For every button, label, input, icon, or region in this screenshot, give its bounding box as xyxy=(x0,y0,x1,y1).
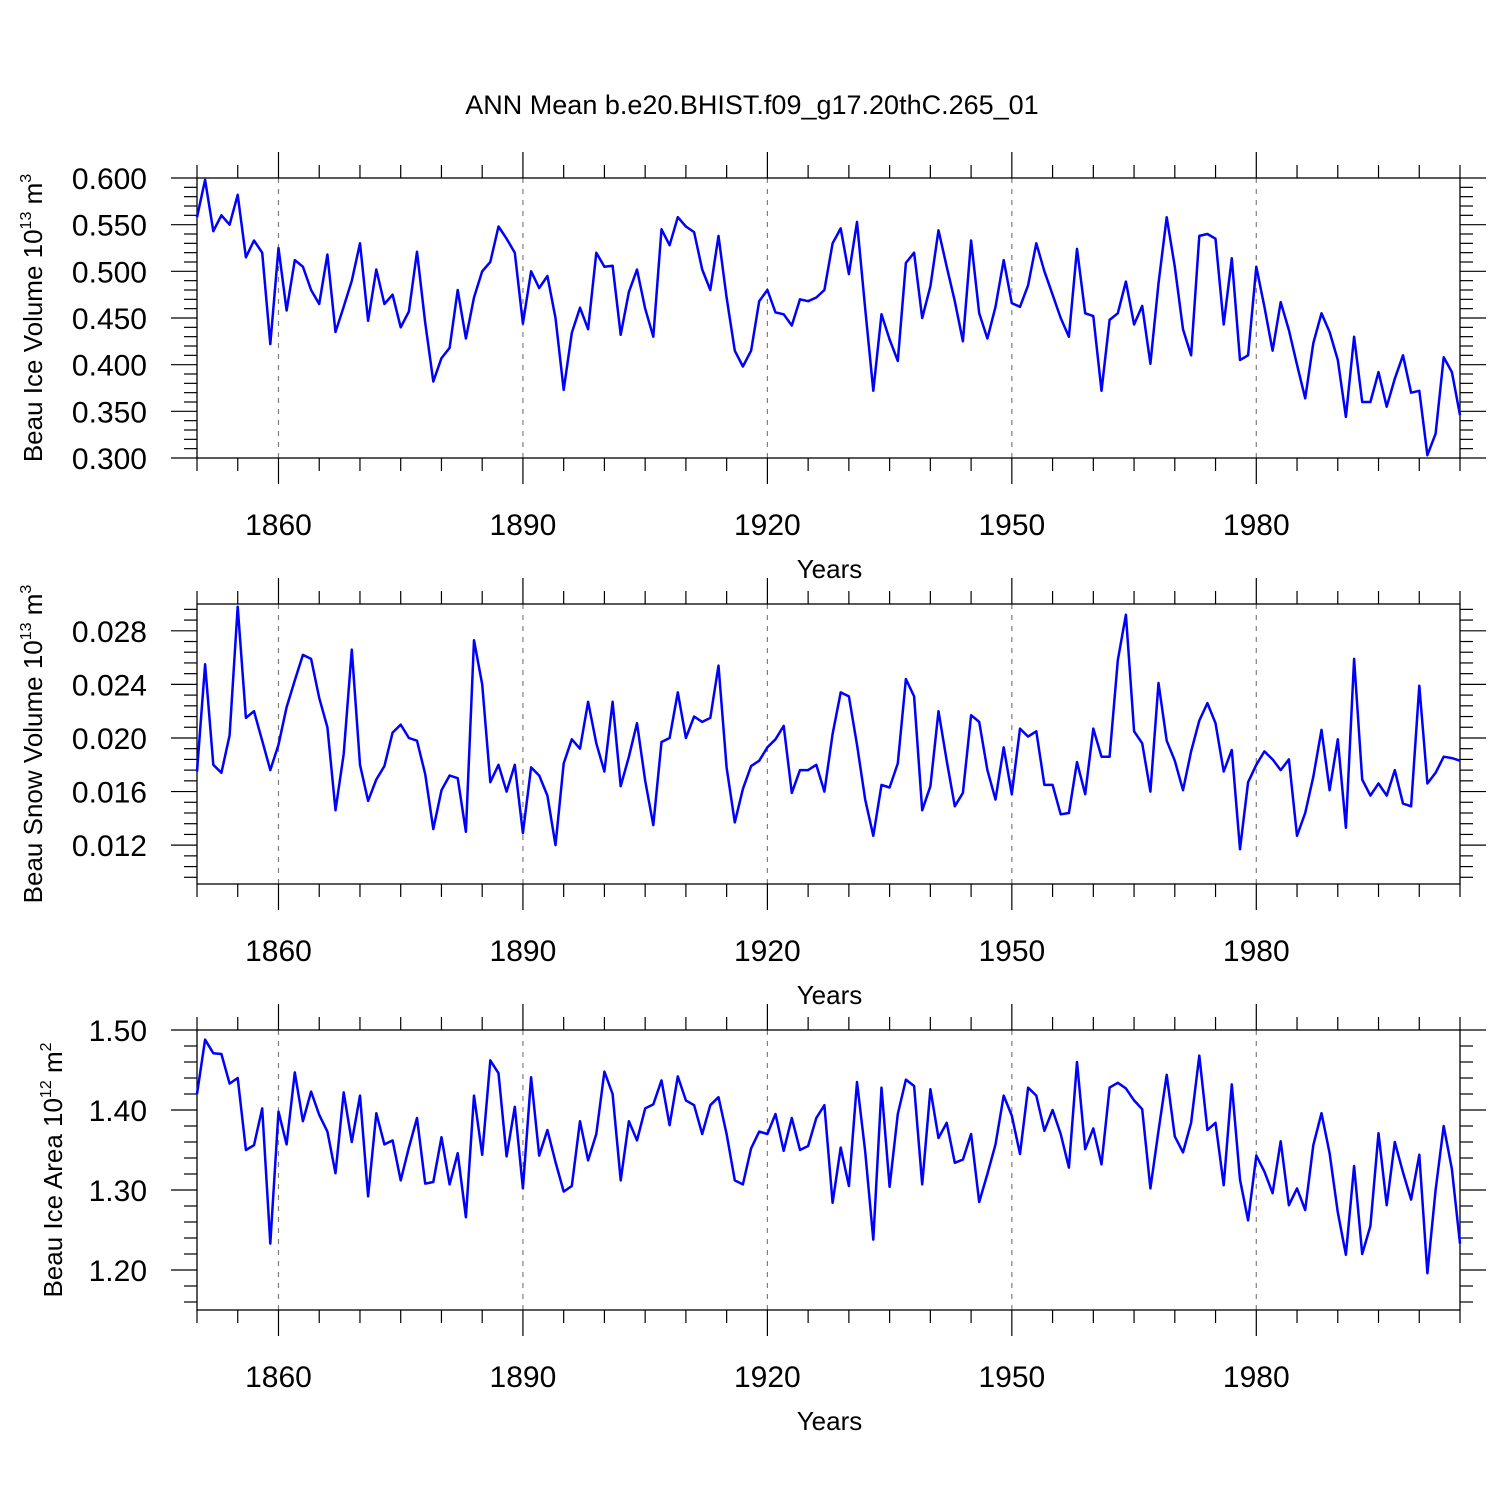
y-tick-label: 0.300 xyxy=(72,443,147,476)
y-tick-label: 0.350 xyxy=(72,396,147,429)
x-tick-label: 1860 xyxy=(245,935,312,968)
y-tick-label: 0.028 xyxy=(72,616,147,649)
chart-title: ANN Mean b.e20.BHIST.f09_g17.20thC.265_0… xyxy=(465,90,1038,120)
y-tick-label: 0.400 xyxy=(72,350,147,383)
y-tick-label: 1.30 xyxy=(89,1175,147,1208)
x-tick-label: 1890 xyxy=(490,509,557,542)
x-tick-label: 1920 xyxy=(734,509,801,542)
y-axis-title: Beau Ice Volume 1013 m3 xyxy=(18,174,48,462)
panel-1: 1860 1890 1920 1950 1980 Years 0.300 0.350 0.400… xyxy=(18,152,1486,584)
y-tick-label: 0.600 xyxy=(72,163,147,196)
y-tick-label: 1.50 xyxy=(89,1015,147,1048)
y-tick-label: 0.500 xyxy=(72,256,147,289)
x-axis-title: Years xyxy=(797,1406,863,1436)
x-tick-label: 1980 xyxy=(1223,1361,1290,1394)
x-tick-label: 1860 xyxy=(245,1361,312,1394)
y-tick-label: 1.20 xyxy=(89,1255,147,1288)
x-tick-label: 1860 xyxy=(245,509,312,542)
series-line xyxy=(195,1038,1462,1275)
x-axis-title: Years xyxy=(797,980,863,1010)
series-line xyxy=(195,605,1461,851)
y-tick-label: 0.020 xyxy=(72,723,147,756)
y-tick-label: 0.012 xyxy=(72,830,147,863)
x-tick-label: 1920 xyxy=(734,1361,801,1394)
y-tick-label: 0.450 xyxy=(72,303,147,336)
x-axis-title: Years xyxy=(797,554,863,584)
y-tick-label: 0.550 xyxy=(72,210,147,243)
x-tick-label: 1950 xyxy=(978,1361,1045,1394)
panel-3: 1860 1890 1920 1950 1980 Years 1.20 1.30 1.40 1.5… xyxy=(38,1004,1486,1436)
y-axis-title: Beau Ice Area 1012 m2 xyxy=(38,1042,68,1297)
x-tick-label: 1980 xyxy=(1223,935,1290,968)
panel-2: 1860 1890 1920 1950 1980 Years 0.012 0.016 0.020… xyxy=(18,578,1486,1010)
plot-frame xyxy=(196,177,1461,459)
series-line xyxy=(195,178,1462,457)
x-tick-label: 1950 xyxy=(978,509,1045,542)
y-axis-title: Beau Snow Volume 1013 m3 xyxy=(18,585,48,904)
x-tick-label: 1890 xyxy=(490,935,557,968)
x-tick-label: 1980 xyxy=(1223,509,1290,542)
plot-frame xyxy=(196,1029,1461,1311)
y-tick-label: 0.024 xyxy=(72,669,147,702)
x-tick-label: 1920 xyxy=(734,935,801,968)
plot-frame xyxy=(196,603,1461,885)
y-tick-label: 0.016 xyxy=(72,777,147,810)
x-tick-label: 1890 xyxy=(490,1361,557,1394)
y-tick-label: 1.40 xyxy=(89,1095,147,1128)
x-tick-label: 1950 xyxy=(978,935,1045,968)
